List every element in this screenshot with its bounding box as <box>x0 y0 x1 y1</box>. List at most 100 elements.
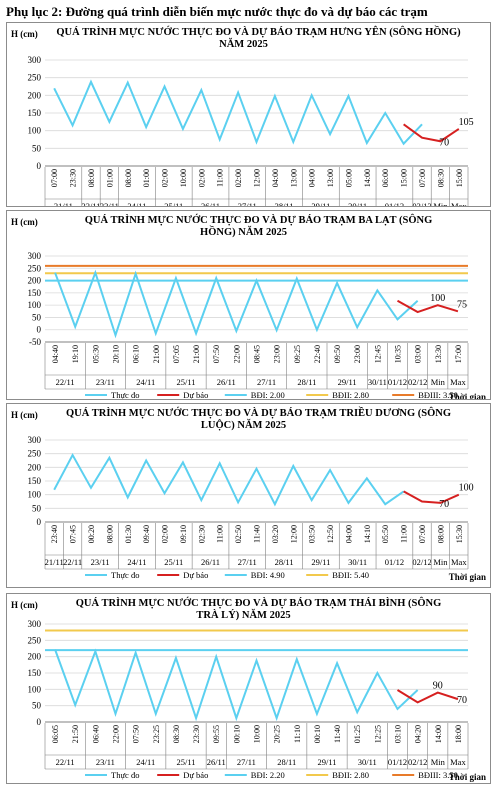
x-tick-label: 14:10 <box>363 525 372 543</box>
date-group-label: 22/11 <box>63 557 82 567</box>
y-tick-label: 200 <box>28 276 42 286</box>
legend-label: BĐI: 2.00 <box>251 390 285 399</box>
y-tick-label: 300 <box>28 619 42 629</box>
chart-title: QUÁ TRÌNH MỰC NƯỚC THỰC ĐO VÀ DỰ BÁO TRẠ… <box>76 596 442 609</box>
date-group-label: 02/12 <box>408 377 427 387</box>
x-tick-label: 11:40 <box>253 525 262 543</box>
x-tick-label: 00:10 <box>232 725 241 743</box>
chart-hung-yen: QUÁ TRÌNH MỰC NƯỚC THỰC ĐO VÀ DỰ BÁO TRẠ… <box>11 25 474 206</box>
observed-series-line <box>53 452 405 507</box>
y-tick-label: 250 <box>28 263 42 273</box>
x-tick-label: 09:55 <box>212 725 221 743</box>
x-tick-label: 13:30 <box>434 345 443 363</box>
date-group-label: Min <box>431 757 446 767</box>
chart-title: QUÁ TRÌNH MỰC NƯỚC THỰC ĐO VÀ DỰ BÁO TRẠ… <box>85 213 433 226</box>
data-label: 90 <box>433 681 443 692</box>
x-tick-label: 11:10 <box>293 725 302 743</box>
x-tick-label: 08:00 <box>124 169 133 187</box>
x-tick-label: 08:00 <box>105 525 114 543</box>
x-tick-label: 09:50 <box>333 345 342 363</box>
chart-ba-lat: QUÁ TRÌNH MỰC NƯỚC THỰC ĐO VÀ DỰ BÁO TRẠ… <box>11 213 486 399</box>
x-tick-label: 10:00 <box>179 169 188 187</box>
y-tick-label: 50 <box>32 143 42 153</box>
x-tick-label: 23:00 <box>273 345 282 363</box>
x-tick-label: 04:00 <box>308 169 317 187</box>
y-axis-label: H (cm) <box>11 600 38 610</box>
x-tick-label: 07:00 <box>418 169 427 187</box>
x-tick-label: 22:40 <box>313 345 322 363</box>
x-tick-label: 10:00 <box>253 725 262 743</box>
x-tick-label: 14:00 <box>434 725 443 743</box>
date-group-label: 22/11 <box>56 377 75 387</box>
x-tick-label: 03:50 <box>308 525 317 543</box>
x-tick-label: 11:00 <box>216 525 225 543</box>
legend-label: BĐII: 2.80 <box>332 390 369 399</box>
x-tick-label: 09:25 <box>293 345 302 363</box>
data-label: 70 <box>457 695 467 706</box>
legend-label: Thực đo <box>111 770 139 780</box>
x-tick-label: 12:50 <box>326 525 335 543</box>
x-tick-label: 15:00 <box>400 169 409 187</box>
x-tick-label: 07:05 <box>172 345 181 363</box>
legend-label: Dự báo <box>183 770 208 780</box>
x-tick-label: 02:00 <box>161 169 170 187</box>
x-tick-label: 22:00 <box>232 345 241 363</box>
x-tick-label: 18:00 <box>454 725 463 743</box>
y-tick-label: 50 <box>32 701 42 711</box>
data-label: 75 <box>457 299 467 310</box>
chart-panel-trieu-duong: QUÁ TRÌNH MỰC NƯỚC THỰC ĐO VÀ DỰ BÁO TRẠ… <box>6 403 491 588</box>
x-tick-label: 23:40 <box>50 525 59 543</box>
date-group-label: 25/11 <box>176 377 195 387</box>
x-tick-label: 11:00 <box>400 525 409 543</box>
x-tick-label: 07:50 <box>212 345 221 363</box>
chart-title: NĂM 2025 <box>219 38 268 50</box>
y-tick-label: 150 <box>28 476 42 486</box>
x-tick-label: 01:00 <box>142 169 151 187</box>
x-tick-label: 15:30 <box>455 525 464 543</box>
chart-trieu-duong: QUÁ TRÌNH MỰC NƯỚC THỰC ĐO VÀ DỰ BÁO TRẠ… <box>11 406 486 582</box>
y-tick-label: -50 <box>29 337 41 347</box>
date-group-label: Max <box>451 557 467 567</box>
data-label: 105 <box>459 117 474 128</box>
x-tick-label: 07:45 <box>69 525 78 543</box>
chart-panel-ba-lat: QUÁ TRÌNH MỰC NƯỚC THỰC ĐO VÀ DỰ BÁO TRẠ… <box>6 210 491 400</box>
x-tick-label: 04:00 <box>271 169 280 187</box>
x-tick-label: 00:20 <box>87 525 96 543</box>
y-axis-label: H (cm) <box>11 29 38 39</box>
data-label: 100 <box>430 293 445 304</box>
x-tick-label: 08:00 <box>436 525 445 543</box>
date-group-label: 22/11 <box>56 757 75 767</box>
chart-title: QUÁ TRÌNH MỰC NƯỚC THỰC ĐO VÀ DỰ BÁO TRẠ… <box>56 25 461 38</box>
observed-series-line <box>54 269 419 339</box>
x-tick-label: 19:10 <box>71 345 80 363</box>
date-group-label: 29/11 <box>311 557 330 567</box>
y-tick-label: 200 <box>28 90 42 100</box>
date-group-label: 27/11 <box>238 557 257 567</box>
y-tick-label: 250 <box>28 635 42 645</box>
x-tick-label: 11:40 <box>333 725 342 743</box>
x-tick-label: 02:00 <box>161 525 170 543</box>
x-tick-label: 17:00 <box>454 345 463 363</box>
x-tick-label: 08:00 <box>87 169 96 187</box>
date-group-label: 01/12 <box>388 377 407 387</box>
x-tick-label: 06:40 <box>91 725 100 743</box>
forecast-series-line <box>403 490 460 504</box>
x-tick-label: 06:05 <box>51 725 60 743</box>
forecast-series-line <box>403 123 460 143</box>
x-axis-label: Thời gian <box>449 392 486 399</box>
y-tick-label: 300 <box>28 435 42 445</box>
x-tick-label: 05:50 <box>381 525 390 543</box>
x-tick-label: 21:00 <box>152 345 161 363</box>
x-tick-label: 15:00 <box>455 169 464 187</box>
date-group-label: 28/11 <box>275 557 294 567</box>
legend-label: BĐII: 2.80 <box>332 770 369 780</box>
date-group-label: 24/11 <box>136 757 155 767</box>
x-tick-label: 02:30 <box>197 525 206 543</box>
date-group-label: 26/11 <box>201 201 220 206</box>
chart-panel-thai-binh: QUÁ TRÌNH MỰC NƯỚC THỰC ĐO VÀ DỰ BÁO TRẠ… <box>6 593 491 784</box>
date-group-label: Min <box>433 557 448 567</box>
date-group-label: 25/11 <box>164 557 183 567</box>
x-tick-label: 00:10 <box>313 725 322 743</box>
data-label: 100 <box>459 483 474 494</box>
date-group-label: 30/11 <box>368 377 387 387</box>
